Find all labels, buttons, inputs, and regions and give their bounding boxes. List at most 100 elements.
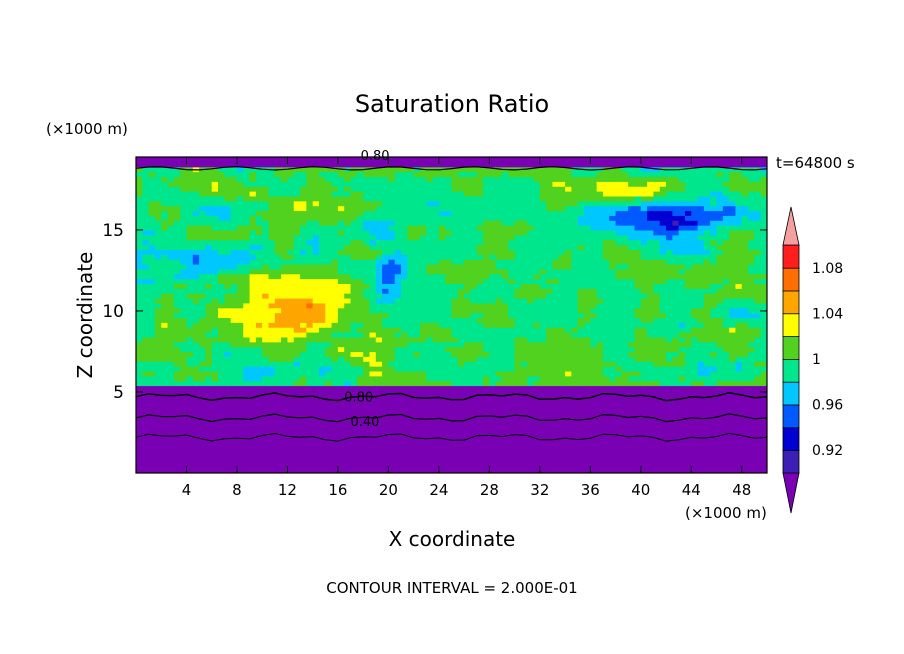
field-cell bbox=[154, 220, 162, 226]
field-cell bbox=[483, 205, 490, 212]
field-cell bbox=[546, 336, 554, 343]
field-cell bbox=[558, 409, 566, 416]
field-cell bbox=[274, 414, 282, 421]
field-cell bbox=[590, 361, 598, 367]
field-cell bbox=[596, 332, 604, 338]
field-cell bbox=[533, 327, 541, 333]
field-cell bbox=[590, 356, 598, 362]
field-cell bbox=[173, 157, 181, 163]
field-cell bbox=[375, 453, 383, 460]
field-cell bbox=[470, 419, 478, 425]
field-cell bbox=[312, 278, 320, 284]
field-cell bbox=[546, 283, 554, 289]
field-cell bbox=[331, 400, 339, 406]
field-cell bbox=[602, 317, 610, 323]
field-cell bbox=[318, 288, 326, 294]
field-cell bbox=[426, 390, 434, 396]
field-cell bbox=[281, 307, 289, 314]
field-cell bbox=[192, 176, 200, 182]
field-cell bbox=[167, 468, 175, 473]
field-cell bbox=[483, 161, 490, 168]
field-cell bbox=[495, 463, 503, 469]
field-cell bbox=[546, 346, 554, 353]
field-cell bbox=[401, 161, 408, 168]
field-cell bbox=[520, 229, 528, 236]
field-cell bbox=[186, 424, 194, 430]
field-cell bbox=[331, 157, 339, 163]
field-cell bbox=[508, 409, 516, 416]
field-cell bbox=[350, 332, 358, 338]
field-cell bbox=[192, 400, 200, 406]
field-cell bbox=[401, 404, 408, 411]
field-cell bbox=[375, 332, 383, 338]
field-cell bbox=[388, 234, 396, 241]
field-cell bbox=[243, 200, 251, 207]
field-cell bbox=[199, 429, 207, 435]
field-cell bbox=[136, 317, 143, 323]
field-cell bbox=[318, 438, 326, 445]
field-cell bbox=[565, 254, 572, 260]
field-cell bbox=[552, 263, 560, 270]
field-cell bbox=[432, 234, 440, 241]
field-cell bbox=[539, 317, 547, 323]
field-cell bbox=[495, 419, 503, 425]
field-cell bbox=[546, 307, 554, 314]
field-cell bbox=[438, 259, 446, 265]
field-cell bbox=[584, 312, 591, 319]
field-cell bbox=[363, 419, 371, 425]
field-cell bbox=[186, 356, 194, 362]
field-cell bbox=[533, 205, 541, 212]
field-cell bbox=[224, 210, 232, 216]
field-cell bbox=[356, 443, 364, 450]
field-cell bbox=[287, 210, 295, 216]
field-cell bbox=[489, 210, 497, 216]
field-cell bbox=[388, 434, 396, 440]
field-cell bbox=[211, 186, 219, 192]
field-cell bbox=[451, 336, 459, 343]
field-cell bbox=[262, 244, 270, 250]
field-cell bbox=[476, 463, 484, 469]
field-cell bbox=[154, 434, 162, 440]
field-cell bbox=[199, 220, 207, 226]
field-cell bbox=[533, 234, 541, 241]
field-cell bbox=[514, 205, 522, 212]
field-cell bbox=[255, 249, 263, 255]
field-cell bbox=[325, 453, 333, 460]
field-cell bbox=[224, 458, 232, 464]
field-cell bbox=[445, 254, 453, 260]
field-cell bbox=[344, 366, 352, 372]
field-cell bbox=[375, 249, 383, 255]
field-cell bbox=[571, 453, 579, 460]
field-cell bbox=[552, 166, 560, 173]
field-cell bbox=[584, 195, 591, 202]
field-cell bbox=[476, 297, 484, 304]
field-cell bbox=[419, 453, 427, 460]
field-cell bbox=[382, 429, 389, 435]
field-cell bbox=[136, 356, 143, 362]
field-cell bbox=[274, 404, 282, 411]
field-cell bbox=[148, 210, 156, 216]
field-cell bbox=[401, 438, 408, 445]
field-cell bbox=[375, 244, 383, 250]
field-cell bbox=[413, 351, 421, 357]
field-cell bbox=[501, 157, 509, 163]
field-cell bbox=[300, 229, 307, 236]
field-cell bbox=[394, 327, 402, 333]
field-cell bbox=[596, 278, 604, 284]
field-cell bbox=[243, 205, 251, 212]
field-cell bbox=[161, 263, 169, 270]
field-cell bbox=[533, 317, 541, 323]
field-cell bbox=[609, 385, 617, 391]
field-cell bbox=[318, 166, 326, 173]
field-cell bbox=[236, 215, 244, 221]
field-cell bbox=[495, 361, 503, 367]
field-cell bbox=[230, 176, 238, 182]
field-cell bbox=[596, 385, 604, 391]
field-cell bbox=[224, 288, 232, 294]
field-cell bbox=[577, 186, 585, 192]
field-cell bbox=[180, 463, 188, 469]
field-cell bbox=[325, 273, 333, 280]
field-cell bbox=[495, 239, 503, 246]
field-cell bbox=[495, 234, 503, 241]
field-cell bbox=[476, 385, 484, 391]
